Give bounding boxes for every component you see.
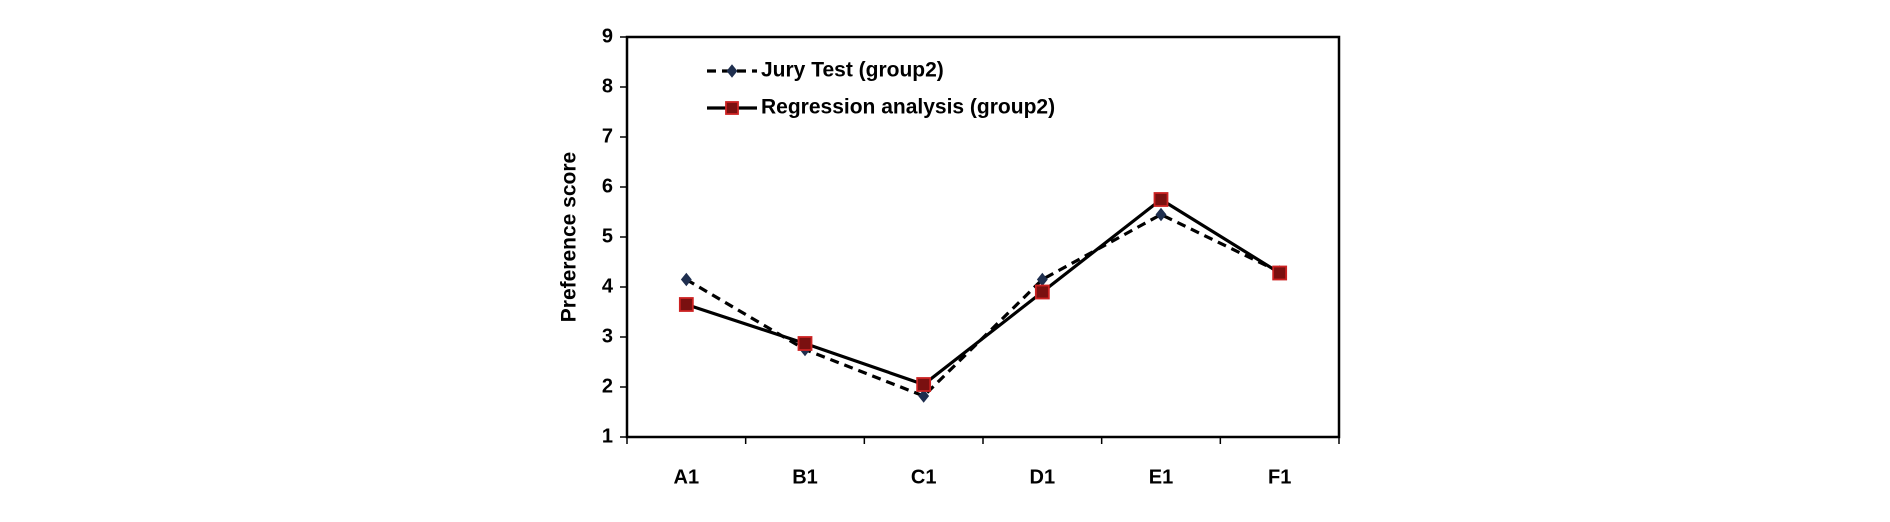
data-point-e1 [1153, 192, 1169, 207]
data-point-a1 [678, 297, 694, 312]
x-tick-label: A1 [674, 466, 700, 488]
y-axis: 1 2 3 4 5 6 7 8 9 [602, 25, 627, 447]
y-tick-label: 3 [602, 325, 613, 347]
x-tick-label: B1 [792, 466, 818, 488]
data-point-e1 [1155, 207, 1167, 222]
y-tick-label: 6 [602, 175, 613, 197]
x-tick-label: D1 [1030, 466, 1056, 488]
y-tick-label: 4 [602, 275, 614, 297]
y-tick-label: 1 [602, 425, 613, 447]
x-tick-label: E1 [1149, 466, 1173, 488]
data-point-b1 [797, 336, 813, 351]
data-point-c1 [916, 377, 932, 392]
series-2 [678, 192, 1288, 392]
legend: Jury Test (group2) Regression analysis (g… [707, 59, 1055, 119]
x-tick-label: F1 [1268, 466, 1291, 488]
series-line [685, 197, 1281, 387]
legend-entry: Jury Test (group2) [707, 59, 944, 82]
legend-label: Jury Test (group2) [761, 59, 944, 82]
x-tick-label: C1 [911, 466, 937, 488]
legend-marker [725, 101, 739, 115]
legend-marker [726, 64, 738, 78]
legend-label: Regression analysis (group2) [761, 96, 1055, 119]
x-axis: A1 B1 C1 D1 E1 F1 [626, 437, 1340, 488]
y-tick-label: 2 [602, 375, 613, 397]
data-point-d1 [1034, 284, 1050, 300]
data-point-c1 [918, 389, 930, 403]
data-point-f1 [1272, 265, 1288, 281]
y-axis-label: Preference score [558, 152, 581, 322]
series-layer [678, 192, 1288, 403]
y-tick-label: 5 [602, 225, 613, 247]
legend-entry: Regression analysis (group2) [707, 96, 1055, 119]
y-tick-label: 9 [602, 25, 613, 47]
data-point-a1 [680, 272, 692, 287]
y-tick-label: 7 [602, 125, 613, 147]
y-tick-label: 8 [602, 75, 613, 97]
